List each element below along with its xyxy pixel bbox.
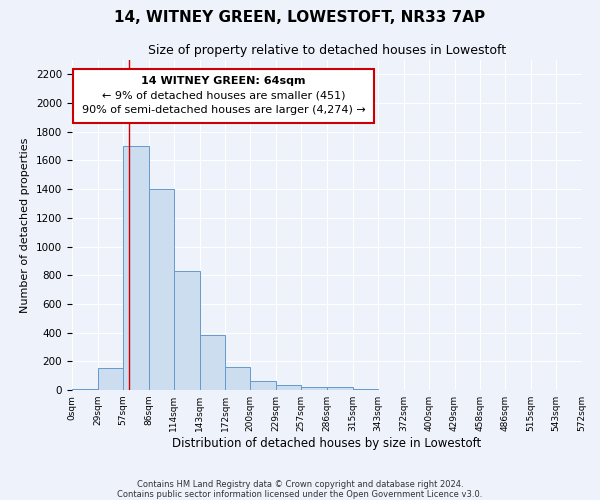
Text: Contains HM Land Registry data © Crown copyright and database right 2024.: Contains HM Land Registry data © Crown c…	[137, 480, 463, 489]
Text: Contains public sector information licensed under the Open Government Licence v3: Contains public sector information licen…	[118, 490, 482, 499]
Text: 14, WITNEY GREEN, LOWESTOFT, NR33 7AP: 14, WITNEY GREEN, LOWESTOFT, NR33 7AP	[115, 10, 485, 25]
Bar	[123, 146, 149, 390]
Text: 90% of semi-detached houses are larger (4,274) →: 90% of semi-detached houses are larger (…	[82, 105, 365, 115]
Bar	[199, 336, 226, 390]
Title: Size of property relative to detached houses in Lowestoft: Size of property relative to detached ho…	[148, 44, 506, 58]
Bar	[276, 385, 301, 390]
X-axis label: Distribution of detached houses by size in Lowestoft: Distribution of detached houses by size …	[172, 437, 482, 450]
Bar	[250, 380, 276, 390]
Bar	[226, 367, 250, 390]
Y-axis label: Number of detached properties: Number of detached properties	[20, 138, 31, 312]
Bar	[353, 388, 378, 390]
Bar	[173, 271, 199, 390]
Bar	[149, 189, 173, 390]
Text: ← 9% of detached houses are smaller (451): ← 9% of detached houses are smaller (451…	[102, 91, 346, 101]
Bar	[301, 387, 327, 390]
FancyBboxPatch shape	[73, 68, 374, 123]
Bar	[72, 388, 98, 390]
Text: 14 WITNEY GREEN: 64sqm: 14 WITNEY GREEN: 64sqm	[142, 76, 306, 86]
Bar	[327, 387, 353, 390]
Bar	[98, 368, 123, 390]
